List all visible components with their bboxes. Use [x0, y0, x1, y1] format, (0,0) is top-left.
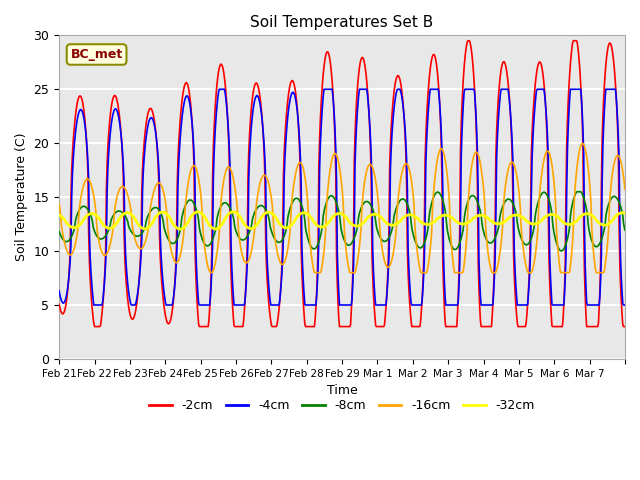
-8cm — [573, 189, 581, 194]
-4cm — [55, 288, 63, 294]
-32cm — [227, 209, 235, 215]
-2cm — [433, 64, 441, 70]
-4cm — [90, 302, 98, 308]
-8cm — [226, 204, 234, 210]
-8cm — [122, 214, 129, 219]
-8cm — [401, 197, 408, 203]
Line: -16cm: -16cm — [59, 144, 625, 273]
-2cm — [227, 243, 234, 249]
-8cm — [557, 248, 565, 254]
-2cm — [255, 84, 262, 90]
-32cm — [55, 212, 63, 218]
-32cm — [621, 210, 629, 216]
-8cm — [275, 240, 283, 245]
Y-axis label: Soil Temperature (C): Soil Temperature (C) — [15, 133, 28, 262]
-16cm — [255, 188, 262, 194]
-16cm — [276, 258, 284, 264]
-4cm — [402, 141, 410, 146]
-8cm — [432, 190, 440, 196]
Line: -2cm: -2cm — [59, 41, 625, 326]
-4cm — [255, 96, 263, 102]
-32cm — [122, 210, 129, 216]
-32cm — [255, 218, 263, 224]
-32cm — [276, 222, 284, 228]
-8cm — [254, 204, 262, 210]
-4cm — [621, 302, 629, 308]
-2cm — [91, 324, 99, 329]
-16cm — [122, 187, 129, 192]
-4cm — [227, 240, 235, 246]
Title: Soil Temperatures Set B: Soil Temperatures Set B — [250, 15, 434, 30]
Line: -8cm: -8cm — [59, 192, 625, 251]
-2cm — [401, 133, 409, 139]
-2cm — [464, 38, 472, 44]
-4cm — [216, 86, 223, 92]
-8cm — [55, 229, 63, 235]
-4cm — [434, 86, 442, 92]
Legend: -2cm, -4cm, -8cm, -16cm, -32cm: -2cm, -4cm, -8cm, -16cm, -32cm — [144, 395, 540, 418]
-16cm — [55, 202, 63, 207]
-32cm — [176, 226, 184, 232]
-16cm — [207, 270, 215, 276]
-4cm — [122, 264, 130, 269]
-32cm — [402, 213, 410, 219]
-16cm — [579, 141, 586, 146]
Line: -32cm: -32cm — [59, 212, 625, 229]
-16cm — [433, 160, 441, 166]
-2cm — [621, 324, 629, 329]
-16cm — [227, 166, 234, 171]
-32cm — [434, 216, 442, 221]
-16cm — [621, 186, 629, 192]
-4cm — [276, 290, 284, 296]
Line: -4cm: -4cm — [59, 89, 625, 305]
X-axis label: Time: Time — [326, 384, 358, 397]
-8cm — [621, 227, 629, 233]
-2cm — [55, 301, 63, 307]
-2cm — [122, 281, 130, 287]
Text: BC_met: BC_met — [70, 48, 123, 61]
-32cm — [194, 209, 202, 215]
-2cm — [276, 299, 284, 304]
-16cm — [401, 161, 409, 167]
